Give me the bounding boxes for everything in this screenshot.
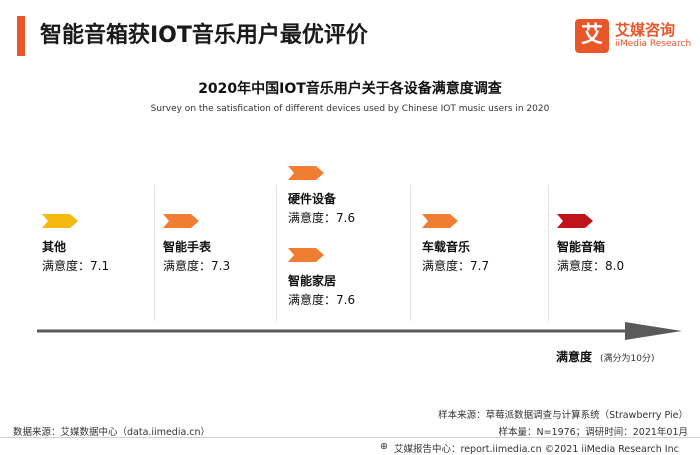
chart-subtitle: Survey on the satisfication of different… <box>150 104 550 114</box>
satisfaction-axis-arrow <box>37 322 682 340</box>
device-marker-icon <box>557 214 593 228</box>
device-marker-icon <box>288 248 324 262</box>
column-divider <box>548 185 549 321</box>
column-divider <box>410 185 411 321</box>
device-score: 满意度：8.0 <box>557 259 625 273</box>
device-marker-icon <box>288 166 324 180</box>
device-marker-icon <box>42 214 78 228</box>
page-title: 智能音箱获IOT音乐用户最优评价 <box>40 23 368 48</box>
sample-size-note: 样本量：N=1976；调研时间：2021年01月 <box>498 427 688 438</box>
device-score: 满意度：7.1 <box>42 259 110 273</box>
axis-label-note: (满分为10分) <box>600 354 655 364</box>
axis-label: 满意度 <box>556 350 593 364</box>
copyright-note: 艾媒报告中心：report.iimedia.cn ©2021 iiMedia R… <box>394 444 679 455</box>
device-name: 硬件设备 <box>288 192 337 206</box>
device-name: 车载音乐 <box>422 240 471 254</box>
sample-source-note: 样本来源：草莓派数据调查与计算系统（Strawberry Pie） <box>438 410 688 421</box>
device-score: 满意度：7.3 <box>163 259 231 273</box>
device-marker-icon <box>422 214 458 228</box>
device-score: 满意度：7.7 <box>422 259 490 273</box>
iimedia-logo: 艾 艾媒咨询 iiMedia Research <box>575 19 692 53</box>
device-score: 满意度：7.6 <box>288 293 356 307</box>
device-marker-icon <box>163 214 199 228</box>
data-source-note: 数据来源：艾媒数据中心（data.iimedia.cn） <box>13 427 211 438</box>
device-name: 智能手表 <box>163 240 212 254</box>
title-accent-bar <box>17 16 25 56</box>
device-name: 智能家居 <box>288 274 337 288</box>
globe-icon: ⊕ <box>380 441 388 452</box>
device-name: 智能音箱 <box>557 240 606 254</box>
logo-name: 艾媒咨询 <box>615 21 676 39</box>
column-divider <box>154 185 155 321</box>
column-divider <box>276 185 277 321</box>
device-name: 其他 <box>42 240 67 254</box>
device-score: 满意度：7.6 <box>288 211 356 225</box>
logo-subtitle: iiMedia Research <box>615 39 692 49</box>
chart-title: 2020年中国IOT音乐用户关于各设备满意度调查 <box>198 81 502 97</box>
footer-divider <box>0 437 700 438</box>
logo-mark-icon: 艾 <box>575 19 609 53</box>
